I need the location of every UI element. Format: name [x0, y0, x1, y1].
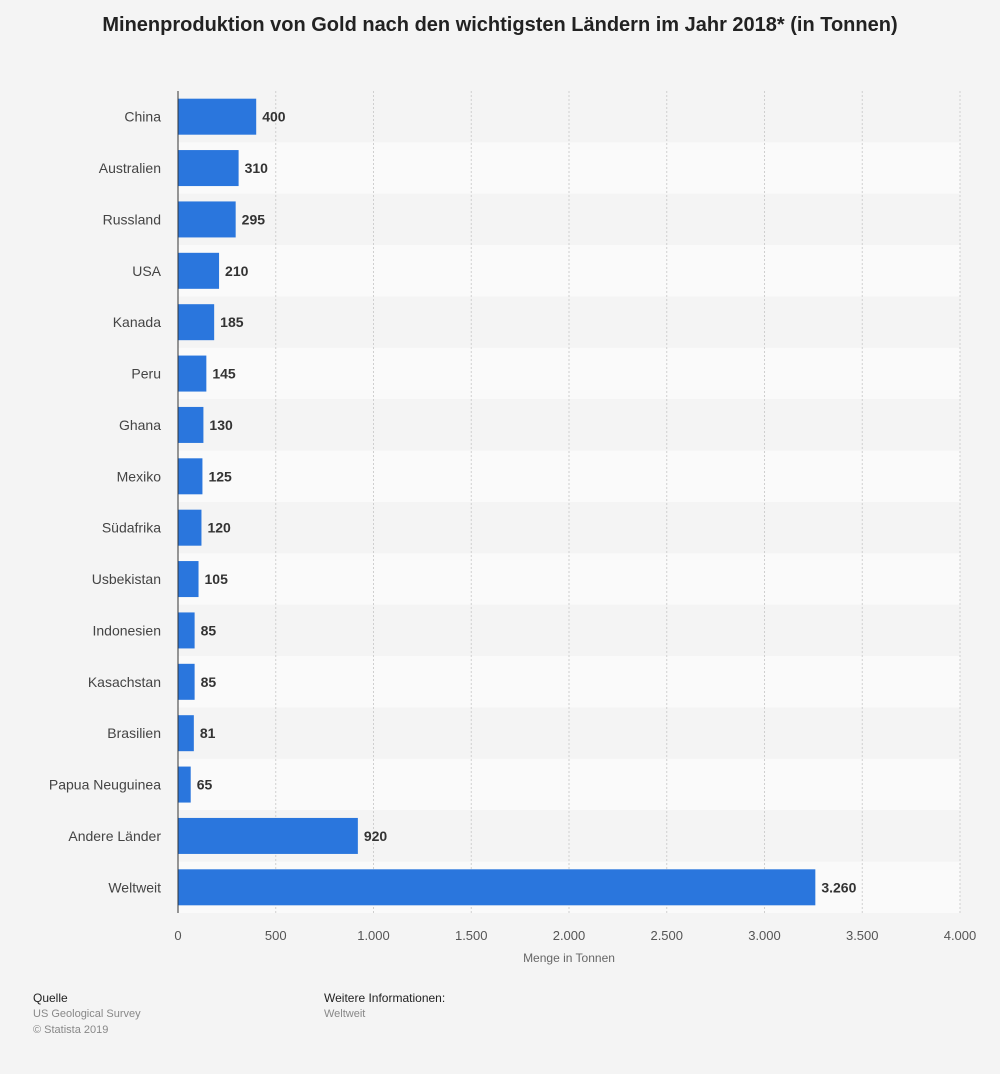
value-label: 81 [200, 725, 216, 741]
value-label: 145 [212, 366, 236, 382]
tick-labels: 0 500 1.000 1.500 2.000 2.500 3.000 3.500 4.000 [174, 928, 976, 943]
bar [178, 869, 816, 906]
bar [178, 817, 358, 854]
bar [178, 509, 202, 546]
value-label: 85 [201, 674, 217, 690]
source-text: US Geological Survey [33, 1008, 141, 1020]
category-label: Mexiko [117, 468, 162, 484]
copyright-text: © Statista 2019 [33, 1024, 109, 1036]
bar [178, 98, 257, 135]
category-label: Kasachstan [88, 674, 161, 690]
value-label: 125 [208, 468, 232, 484]
value-labels: 400 310 295 210 185 145 130 125 120 105 85 85 81 65 92… [197, 109, 857, 896]
x-tick-label: 0 [174, 928, 181, 943]
category-label: Brasilien [107, 725, 161, 741]
row-bands [178, 91, 960, 913]
x-tick-label: 2.000 [553, 928, 586, 943]
x-tick-label: 500 [265, 928, 287, 943]
category-labels: China Australien Russland USA Kanada Peru Ghan… [49, 109, 162, 896]
bar [178, 150, 239, 187]
category-label: Weltweit [108, 879, 161, 895]
value-label: 310 [245, 160, 269, 176]
value-label: 920 [364, 828, 388, 844]
category-label: Peru [131, 366, 161, 382]
value-label: 105 [205, 571, 229, 587]
category-label: USA [132, 263, 161, 279]
value-label: 210 [225, 263, 249, 279]
x-tick-label: 1.000 [357, 928, 390, 943]
x-tick-label: 4.000 [944, 928, 977, 943]
info-heading: Weitere Informationen: [324, 991, 446, 1005]
category-label: Kanada [113, 314, 161, 330]
bars [178, 98, 816, 906]
bar [178, 252, 220, 289]
x-tick-label: 1.500 [455, 928, 488, 943]
category-label: Südafrika [102, 520, 161, 536]
category-label: Usbekistan [92, 571, 161, 587]
value-label: 85 [201, 622, 217, 638]
value-label: 295 [242, 211, 266, 227]
value-label: 185 [220, 314, 244, 330]
source-heading: Quelle [33, 991, 68, 1005]
bar [178, 663, 195, 700]
category-label: Ghana [119, 417, 161, 433]
info-block: Weitere Informationen: Weltweit [324, 990, 445, 1022]
bar [178, 406, 204, 443]
x-tick-label: 2.500 [650, 928, 683, 943]
bar [178, 715, 194, 752]
x-axis-title: Menge in Tonnen [523, 951, 615, 965]
category-label: China [124, 109, 161, 125]
bar [178, 766, 191, 803]
value-label: 400 [262, 109, 286, 125]
bar [178, 304, 215, 341]
source-block: Quelle US Geological Survey © Statista 2… [33, 990, 141, 1038]
bar-chart: China Australien Russland USA Kanada Peru Ghan… [49, 91, 976, 965]
category-label: Russland [103, 211, 161, 227]
bar [178, 561, 199, 598]
x-tick-label: 3.000 [748, 928, 781, 943]
x-tick-label: 3.500 [846, 928, 879, 943]
value-label: 3.260 [821, 879, 856, 895]
bar [178, 201, 236, 238]
grid-lines [275, 91, 961, 913]
value-label: 130 [209, 417, 233, 433]
info-text: Weltweit [324, 1008, 366, 1020]
category-label: Andere Länder [68, 828, 161, 844]
category-label: Australien [99, 160, 161, 176]
category-label: Papua Neuguinea [49, 777, 161, 793]
chart-title: Minenproduktion von Gold nach den wichti… [102, 14, 898, 36]
bar [178, 458, 203, 495]
category-label: Indonesien [92, 622, 161, 638]
bar [178, 612, 195, 649]
value-label: 120 [207, 520, 231, 536]
bar [178, 355, 207, 392]
value-label: 65 [197, 777, 213, 793]
